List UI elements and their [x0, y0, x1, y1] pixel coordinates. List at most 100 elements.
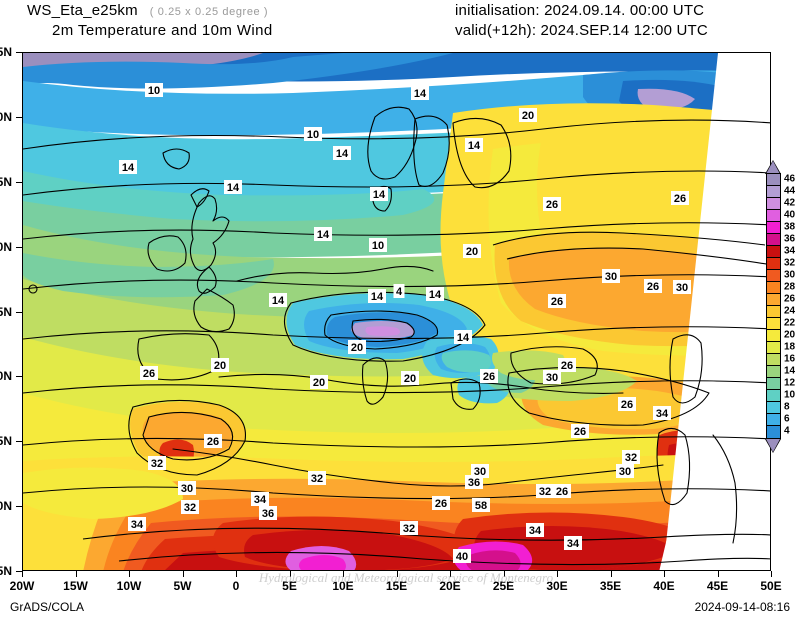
field-title: 2m Temperature and 10m Wind [52, 22, 273, 39]
initialisation-time: initialisation: 2024.09.14. 00:00 UTC [455, 2, 705, 19]
contour-label-box [644, 279, 662, 293]
contour-label-box [543, 370, 561, 384]
y-tick-label: 40N [0, 369, 12, 384]
contour-label: 20 [404, 373, 416, 385]
colorbar-tick-label: 4 [784, 425, 790, 437]
contour-label: 14 [317, 229, 330, 241]
contour-label: 34 [656, 408, 669, 420]
contour-label-box [314, 227, 332, 241]
contour-label: 26 [435, 498, 447, 510]
x-tick-label: 50E [760, 579, 782, 593]
contour-label-box [148, 456, 166, 470]
contour-label-box [348, 340, 366, 354]
x-tick-label: 10W [116, 579, 142, 593]
contour-label: 14 [457, 332, 470, 344]
contour-label-box [432, 496, 450, 510]
contour-label: 32 [539, 486, 551, 498]
x-tick [289, 571, 291, 577]
model-name: WS_Eta_e25km [27, 2, 138, 19]
x-tick [75, 571, 77, 577]
contour-label: 20 [214, 360, 226, 372]
x-tick-label: 15W [63, 579, 88, 593]
contour-label: 14 [468, 140, 481, 152]
contour-label: 30 [619, 466, 631, 478]
contour-label-box [618, 397, 636, 411]
y-tick-label: 60N [0, 109, 12, 124]
y-tick [16, 571, 22, 572]
colorbar-segment [767, 378, 780, 390]
contour-label-box [181, 500, 199, 514]
contour-label-box [251, 492, 269, 506]
x-tick [129, 571, 130, 577]
contour-label-box [259, 506, 277, 520]
generation-timestamp: 2024-09-14-08:16 [694, 600, 790, 614]
y-tick [16, 311, 22, 313]
contour-label-box [465, 138, 483, 152]
contour-label: 26 [483, 371, 495, 383]
colorbar-tick-label: 34 [784, 245, 796, 257]
colorbar-segment [767, 198, 780, 210]
map-frame: 10 14 20 10 14 14 14 26 14 14 26 14 10 20 30 26 30 14 14 4 1… [22, 52, 771, 571]
colorbar-segment [767, 282, 780, 294]
contour-label: 26 [207, 436, 219, 448]
contour-label: 10 [148, 85, 160, 97]
contour-label-box [401, 371, 419, 385]
colorbar-segment [767, 366, 780, 378]
contour-label-box [393, 284, 405, 298]
grads-credit: GrADS/COLA [10, 600, 85, 614]
contour-label-box [119, 160, 137, 174]
x-tick [717, 571, 719, 577]
colorbar-tick-label: 30 [784, 269, 796, 281]
chart-header: WS_Eta_e25km ( 0.25 x 0.25 degree ) 2m Te… [0, 0, 800, 44]
x-tick [236, 571, 237, 577]
contour-label-box [453, 549, 471, 563]
x-tick [557, 571, 558, 577]
contour-label-box [426, 287, 444, 301]
contour-label: 32 [184, 502, 196, 514]
contour-label-box [553, 484, 571, 498]
contour-label: 14 [272, 295, 285, 307]
contour-label: 30 [676, 282, 688, 294]
colorbar-tick-label: 36 [784, 233, 796, 245]
contour-label-box [622, 450, 640, 464]
contour-label: 26 [143, 368, 155, 380]
contour-label: 58 [475, 500, 487, 512]
contour-label-box [369, 238, 387, 252]
y-tick [16, 116, 22, 118]
contour-label-box [400, 521, 418, 535]
contour-label: 20 [351, 342, 363, 354]
y-tick-label: 25N [0, 564, 12, 578]
colorbar-segment [767, 330, 780, 342]
contour-label: 34 [567, 538, 580, 550]
contour-label: 32 [403, 523, 415, 535]
contour-label: 40 [456, 551, 468, 563]
contour-label: 20 [522, 110, 534, 122]
contour-label-box [204, 434, 222, 448]
contour-label: 26 [647, 281, 659, 293]
colorbar-segment [767, 270, 780, 282]
colorbar-segment [767, 186, 780, 198]
contour-label-box [571, 424, 589, 438]
contour-label: 10 [372, 240, 384, 252]
y-tick-label: 55N [0, 174, 12, 189]
colorbar-segment [767, 306, 780, 318]
y-tick-label: 30N [0, 499, 12, 514]
colorbar-segment [767, 390, 780, 402]
contour-label-box [472, 498, 490, 512]
contour-label: 26 [621, 399, 633, 411]
x-tick-label: 30E [546, 579, 568, 593]
contour-label: 26 [546, 199, 558, 211]
contour-label-box [463, 244, 481, 258]
y-tick-label: 65N [0, 45, 12, 59]
colorbar-tick-label: 18 [784, 341, 796, 353]
contour-label: 32 [151, 458, 163, 470]
colorbar-strip [766, 173, 781, 439]
x-tick-label: 45E [706, 579, 729, 593]
x-tick-label: 15E [385, 579, 408, 593]
contour-label: 34 [529, 525, 542, 537]
valid-time: valid(+12h): 2024.SEP.14 12:00 UTC [455, 22, 708, 39]
contour-label: 34 [254, 494, 267, 506]
contour-label-box [368, 289, 386, 303]
x-tick-label: 5W [173, 579, 192, 593]
